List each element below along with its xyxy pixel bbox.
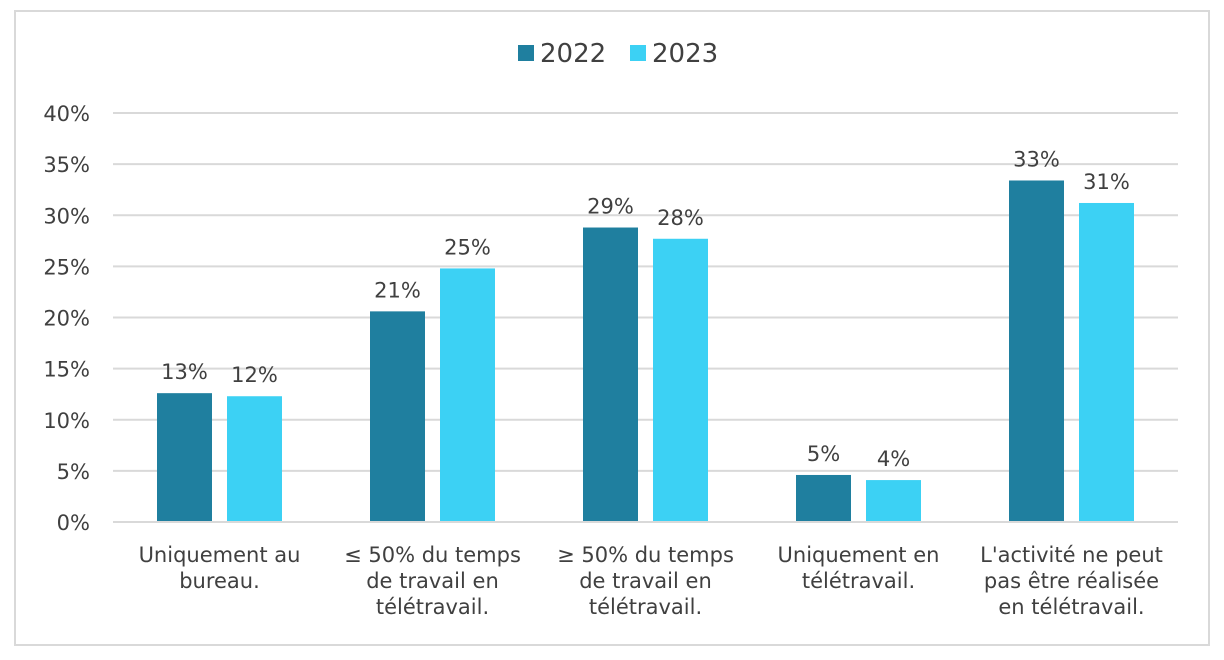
bar-2023 — [866, 480, 921, 522]
bar-2022 — [1009, 180, 1064, 523]
bar-2022 — [157, 393, 212, 522]
bar-2023 — [653, 238, 708, 522]
y-tick-label: 15% — [43, 358, 90, 382]
x-tick-label: télétravail. — [589, 595, 702, 619]
x-tick-label: bureau. — [179, 569, 260, 593]
y-tick-label: 20% — [43, 307, 90, 331]
x-tick-label: télétravail. — [376, 595, 489, 619]
legend-label: 2023 — [652, 39, 718, 69]
x-tick-label: Uniquement au — [139, 543, 301, 567]
bar-2022 — [583, 227, 638, 522]
y-tick-label: 5% — [57, 460, 90, 484]
data-label: 25% — [444, 235, 491, 259]
data-label: 31% — [1083, 170, 1130, 194]
x-tick-label: télétravail. — [802, 569, 915, 593]
y-tick-label: 25% — [43, 255, 90, 279]
x-tick-label: de travail en — [366, 569, 499, 593]
data-label: 33% — [1013, 147, 1060, 171]
bar-2023 — [1079, 202, 1134, 523]
bar-2023 — [227, 396, 282, 522]
x-tick-label: L'activité ne peut — [980, 543, 1163, 567]
y-tick-label: 35% — [43, 153, 90, 177]
data-label: 13% — [161, 360, 208, 384]
data-label: 21% — [374, 278, 421, 302]
data-label: 28% — [657, 206, 704, 230]
data-label: 5% — [807, 442, 840, 466]
legend-swatch-2023 — [630, 45, 646, 61]
legend-label: 2022 — [540, 39, 606, 69]
bar-2023 — [440, 268, 495, 522]
bar-2022 — [370, 311, 425, 522]
x-tick-label: ≥ 50% du temps — [557, 543, 734, 567]
x-tick-label: pas être réalisée — [984, 569, 1159, 593]
y-tick-label: 30% — [43, 204, 90, 228]
y-tick-label: 40% — [43, 102, 90, 126]
legend-swatch-2022 — [518, 45, 534, 61]
x-tick-label: Uniquement en — [778, 543, 940, 567]
y-tick-label: 10% — [43, 409, 90, 433]
x-tick-label: de travail en — [579, 569, 712, 593]
data-label: 12% — [231, 363, 278, 387]
y-tick-label: 0% — [57, 511, 90, 535]
x-tick-label: en télétravail. — [998, 595, 1144, 619]
x-tick-label: ≤ 50% du temps — [344, 543, 521, 567]
data-label: 4% — [877, 447, 910, 471]
data-label: 29% — [587, 195, 634, 219]
chart-frame — [14, 10, 1210, 646]
bar-2022 — [796, 474, 851, 522]
